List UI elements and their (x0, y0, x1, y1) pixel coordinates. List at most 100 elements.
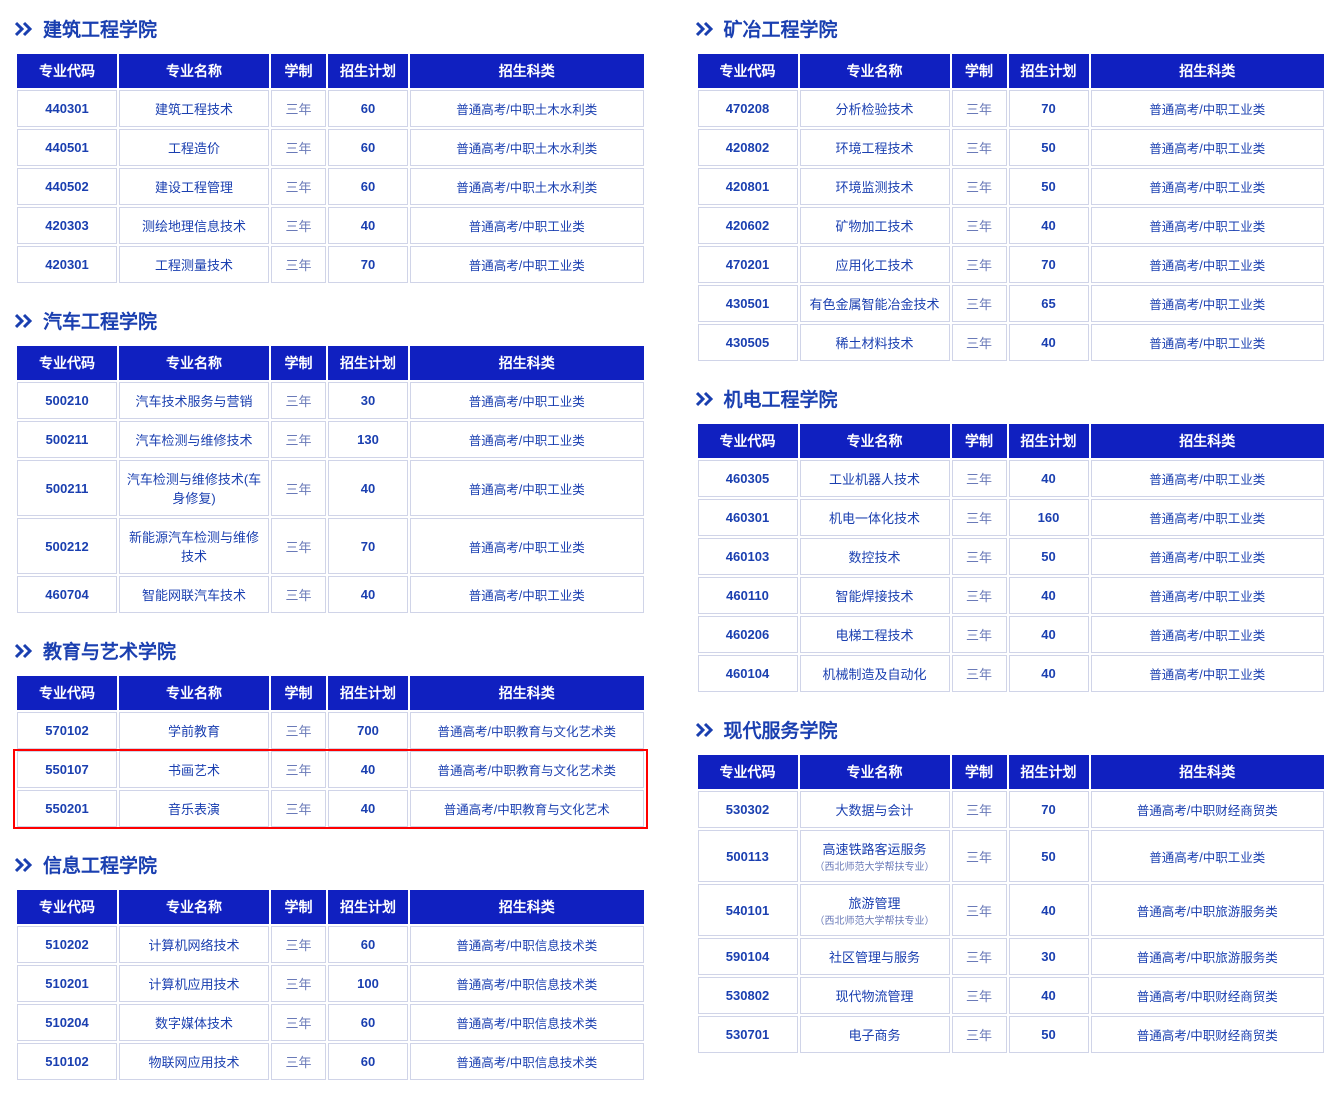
table-row: 500212新能源汽车检测与维修技术三年70普通高考/中职工业类 (17, 518, 644, 574)
table-cell: 矿物加工技术 (800, 207, 950, 244)
table-cell: 环境监测技术 (800, 168, 950, 205)
table-cell: 新能源汽车检测与维修技术 (119, 518, 269, 574)
table-cell: 60 (328, 1043, 408, 1080)
table-cell: 60 (328, 129, 408, 166)
table-cell: 50 (1009, 168, 1089, 205)
table-header-cell: 学制 (952, 424, 1007, 458)
table-row: 460301机电一体化技术三年160普通高考/中职工业类 (698, 499, 1325, 536)
table-cell: 460301 (698, 499, 798, 536)
table-cell: 550201 (17, 790, 117, 827)
table-row: 550201音乐表演三年40普通高考/中职教育与文化艺术 (17, 790, 644, 827)
table-header-cell: 招生计划 (328, 890, 408, 924)
table-cell: 40 (1009, 977, 1089, 1014)
table-cell: 三年 (271, 382, 326, 419)
table-cell: 普通高考/中职旅游服务类 (1091, 938, 1325, 975)
table-cell: 普通高考/中职工业类 (1091, 90, 1325, 127)
table-cell: 40 (1009, 207, 1089, 244)
table-header-cell: 学制 (952, 54, 1007, 88)
table-cell: 三年 (952, 538, 1007, 575)
table-cell: 40 (328, 790, 408, 827)
table-header-cell: 专业名称 (119, 54, 269, 88)
table-cell: 570102 (17, 712, 117, 749)
table-cell: 机电一体化技术 (800, 499, 950, 536)
table-cell: 440502 (17, 168, 117, 205)
table-cell: 普通高考/中职土木水利类 (410, 90, 644, 127)
table-cell: 430505 (698, 324, 798, 361)
table-cell: 普通高考/中职工业类 (1091, 285, 1325, 322)
table-cell: 现代物流管理 (800, 977, 950, 1014)
table-cell: 40 (1009, 324, 1089, 361)
chevron-right-icon (696, 722, 716, 738)
table-cell: 30 (1009, 938, 1089, 975)
table-cell: 普通高考/中职工业类 (410, 382, 644, 419)
table-cell: 普通高考/中职工业类 (1091, 577, 1325, 614)
table-cell: 60 (328, 90, 408, 127)
table-cell: 普通高考/中职工业类 (1091, 207, 1325, 244)
table-cell: 70 (1009, 246, 1089, 283)
table-cell: 500212 (17, 518, 117, 574)
table-cell: 三年 (271, 751, 326, 788)
table-cell: 500210 (17, 382, 117, 419)
table-header-cell: 专业代码 (17, 54, 117, 88)
table-cell: 三年 (271, 926, 326, 963)
section-title: 信息工程学院 (43, 851, 157, 878)
table-cell: 三年 (952, 207, 1007, 244)
section-title: 建筑工程学院 (43, 15, 157, 42)
table-cell: 计算机网络技术 (119, 926, 269, 963)
section-title: 现代服务学院 (724, 716, 838, 743)
department-section: 汽车工程学院专业代码专业名称学制招生计划招生科类500210汽车技术服务与营销三… (15, 307, 646, 615)
department-section: 建筑工程学院专业代码专业名称学制招生计划招生科类440301建筑工程技术三年60… (15, 15, 646, 285)
table-header-cell: 专业名称 (800, 424, 950, 458)
table-cell: 70 (328, 518, 408, 574)
table-cell: 三年 (952, 246, 1007, 283)
table-row: 440502建设工程管理三年60普通高考/中职土木水利类 (17, 168, 644, 205)
table-cell: 40 (1009, 460, 1089, 497)
table-cell: 普通高考/中职工业类 (1091, 830, 1325, 882)
program-table: 专业代码专业名称学制招生计划招生科类460305工业机器人技术三年40普通高考/… (696, 422, 1327, 694)
table-cell: 工程测量技术 (119, 246, 269, 283)
section-header: 机电工程学院 (696, 385, 1327, 412)
table-cell: 510202 (17, 926, 117, 963)
table-cell: 三年 (952, 791, 1007, 828)
table-cell: 40 (328, 751, 408, 788)
table-cell: 530802 (698, 977, 798, 1014)
table-cell: 普通高考/中职工业类 (1091, 655, 1325, 692)
department-section: 现代服务学院专业代码专业名称学制招生计划招生科类530302大数据与会计三年70… (696, 716, 1327, 1055)
table-cell: 三年 (271, 712, 326, 749)
table-cell: 汽车检测与维修技术 (119, 421, 269, 458)
table-cell: 三年 (271, 1004, 326, 1041)
table-header-cell: 招生科类 (1091, 54, 1325, 88)
section-header: 信息工程学院 (15, 851, 646, 878)
table-cell: 40 (1009, 884, 1089, 936)
section-header: 建筑工程学院 (15, 15, 646, 42)
table-cell: 高速铁路客运服务（西北师范大学帮扶专业） (800, 830, 950, 882)
table-row: 420602矿物加工技术三年40普通高考/中职工业类 (698, 207, 1325, 244)
table-cell: 40 (1009, 655, 1089, 692)
table-header-cell: 招生计划 (1009, 54, 1089, 88)
table-cell: 三年 (952, 168, 1007, 205)
table-row: 460704智能网联汽车技术三年40普通高考/中职工业类 (17, 576, 644, 613)
table-cell: 数字媒体技术 (119, 1004, 269, 1041)
table-cell: 500211 (17, 460, 117, 516)
table-cell: 三年 (271, 129, 326, 166)
table-header-cell: 专业名称 (800, 755, 950, 789)
table-header-cell: 学制 (952, 755, 1007, 789)
table-cell: 三年 (952, 129, 1007, 166)
section-title: 矿冶工程学院 (724, 15, 838, 42)
table-cell: 470208 (698, 90, 798, 127)
table-cell: 普通高考/中职旅游服务类 (1091, 884, 1325, 936)
table-header-cell: 招生科类 (410, 54, 644, 88)
table-cell: 汽车检测与维修技术(车身修复) (119, 460, 269, 516)
table-cell: 工业机器人技术 (800, 460, 950, 497)
table-cell: 三年 (271, 168, 326, 205)
table-row: 460103数控技术三年50普通高考/中职工业类 (698, 538, 1325, 575)
table-cell: 普通高考/中职信息技术类 (410, 965, 644, 1002)
table-cell: 460305 (698, 460, 798, 497)
table-cell: 机械制造及自动化 (800, 655, 950, 692)
section-header: 汽车工程学院 (15, 307, 646, 334)
table-cell: 环境工程技术 (800, 129, 950, 166)
layout-columns: 建筑工程学院专业代码专业名称学制招生计划招生科类440301建筑工程技术三年60… (15, 15, 1326, 1104)
table-header-cell: 专业代码 (698, 755, 798, 789)
table-cell: 普通高考/中职教育与文化艺术类 (410, 712, 644, 749)
table-row: 510102物联网应用技术三年60普通高考/中职信息技术类 (17, 1043, 644, 1080)
